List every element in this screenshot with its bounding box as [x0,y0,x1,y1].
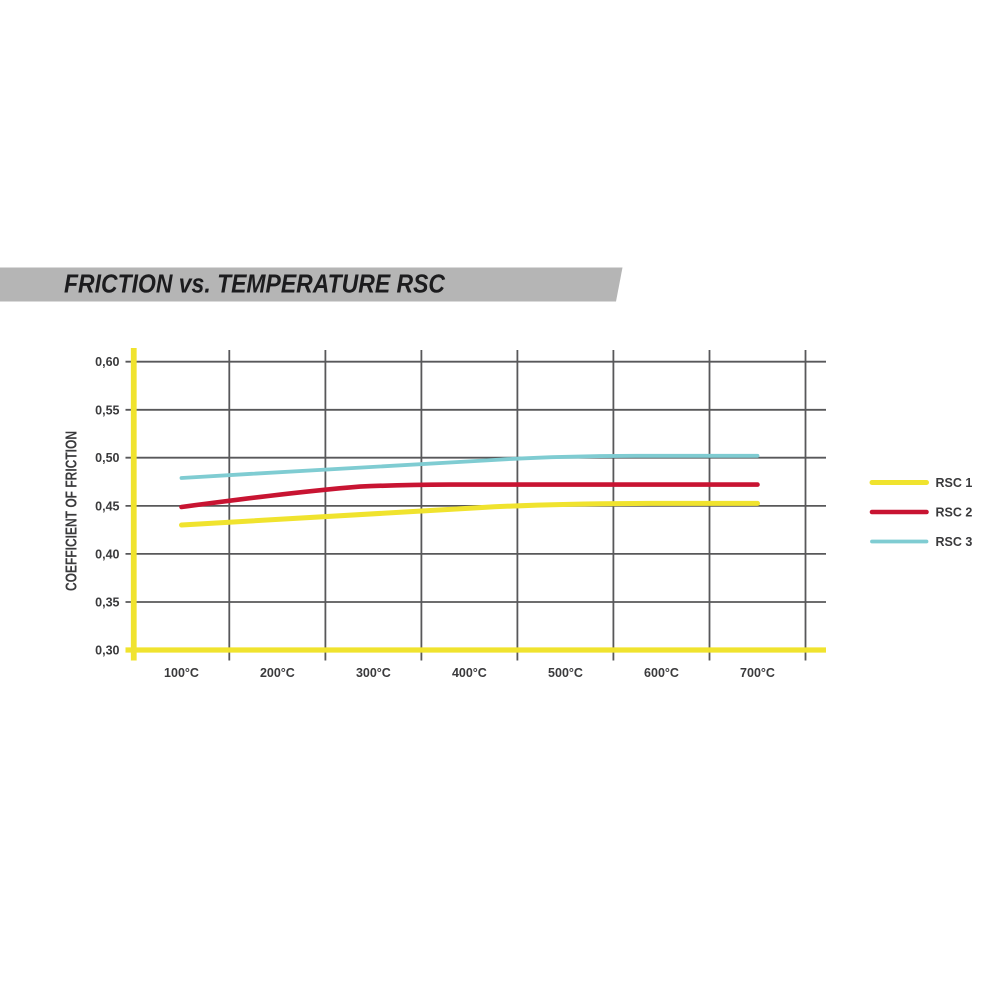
svg-text:0,60: 0,60 [95,355,119,369]
svg-text:0,30: 0,30 [95,644,119,658]
svg-text:0,50: 0,50 [95,451,119,465]
svg-text:400°C: 400°C [452,666,487,680]
svg-text:COEFFICIENT OF FRICTION: COEFFICIENT OF FRICTION [64,431,81,591]
svg-text:100°C: 100°C [164,666,199,680]
svg-text:FRICTION vs. TEMPERATURE RSC: FRICTION vs. TEMPERATURE RSC [64,271,446,299]
svg-text:RSC 3: RSC 3 [936,535,973,549]
svg-text:RSC 1: RSC 1 [936,476,973,490]
svg-text:300°C: 300°C [356,666,391,680]
svg-text:200°C: 200°C [260,666,295,680]
svg-text:500°C: 500°C [548,666,583,680]
svg-text:0,55: 0,55 [95,403,119,417]
svg-text:0,45: 0,45 [95,499,119,513]
svg-text:RSC 2: RSC 2 [936,505,973,519]
svg-text:0,40: 0,40 [95,547,119,561]
svg-text:700°C: 700°C [740,666,775,680]
svg-text:600°C: 600°C [644,666,679,680]
svg-text:0,35: 0,35 [95,596,119,610]
